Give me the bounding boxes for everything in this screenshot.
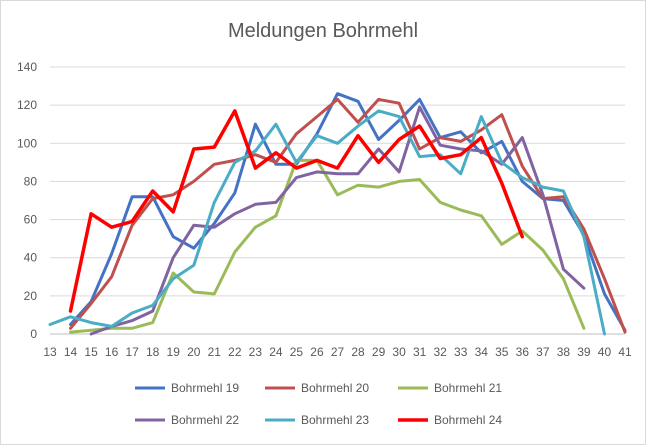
x-tick-label: 24 — [269, 345, 283, 359]
series-line-4 — [89, 105, 586, 336]
y-tick-label: 40 — [24, 251, 38, 265]
legend-label: Bohrmehl 23 — [301, 413, 369, 427]
series-line-3 — [69, 158, 586, 334]
legend-label: Bohrmehl 21 — [434, 381, 502, 395]
x-tick-label: 26 — [310, 345, 324, 359]
gridlines — [50, 66, 625, 335]
x-tick-label: 29 — [372, 345, 386, 359]
y-tick-label: 0 — [30, 327, 37, 341]
x-tick-label: 20 — [187, 345, 201, 359]
y-tick-label: 120 — [17, 98, 37, 112]
y-tick-label: 20 — [24, 289, 38, 303]
x-tick-label: 28 — [351, 345, 365, 359]
legend: Bohrmehl 19 Bohrmehl 20 Bohrmehl 21 Bohrmeh… — [135, 381, 502, 427]
x-axis-ticks: 13 14 15 16 17 18 19 20 21 22 23 24 25 26 27 28 29 30 31 32… — [43, 345, 632, 359]
x-tick-label: 14 — [64, 345, 78, 359]
x-tick-label: 36 — [516, 345, 530, 359]
series-line-1 — [69, 92, 627, 332]
x-tick-label: 30 — [392, 345, 406, 359]
series-line-6 — [68, 109, 525, 313]
x-tick-label: 17 — [125, 345, 139, 359]
x-tick-label: 41 — [618, 345, 632, 359]
x-tick-label: 37 — [536, 345, 550, 359]
x-tick-label: 38 — [557, 345, 571, 359]
x-tick-label: 32 — [433, 345, 447, 359]
x-tick-label: 34 — [475, 345, 489, 359]
x-tick-label: 23 — [249, 345, 263, 359]
x-tick-label: 33 — [454, 345, 468, 359]
legend-label: Bohrmehl 22 — [171, 413, 239, 427]
x-tick-label: 15 — [84, 345, 98, 359]
x-tick-label: 35 — [495, 345, 509, 359]
x-tick-label: 19 — [167, 345, 181, 359]
x-tick-label: 27 — [331, 345, 345, 359]
x-tick-label: 39 — [577, 345, 591, 359]
y-tick-label: 140 — [17, 60, 37, 74]
chart-title: Meldungen Bohrmehl — [228, 20, 418, 42]
y-axis-ticks: 0 20 40 60 80 100 120 140 — [17, 60, 37, 341]
series-line-5 — [48, 109, 606, 336]
legend-label: Bohrmehl 20 — [301, 381, 369, 395]
x-tick-label: 22 — [228, 345, 242, 359]
x-tick-label: 21 — [208, 345, 222, 359]
x-tick-label: 40 — [598, 345, 612, 359]
x-tick-label: 18 — [146, 345, 160, 359]
x-tick-label: 31 — [413, 345, 427, 359]
y-tick-label: 60 — [24, 213, 38, 227]
y-tick-label: 80 — [24, 174, 38, 188]
legend-label: Bohrmehl 24 — [434, 413, 502, 427]
y-tick-label: 100 — [17, 136, 37, 150]
x-tick-label: 13 — [43, 345, 57, 359]
series-lines — [48, 92, 627, 336]
x-tick-label: 25 — [290, 345, 304, 359]
legend-label: Bohrmehl 19 — [171, 381, 239, 395]
x-tick-label: 16 — [105, 345, 119, 359]
